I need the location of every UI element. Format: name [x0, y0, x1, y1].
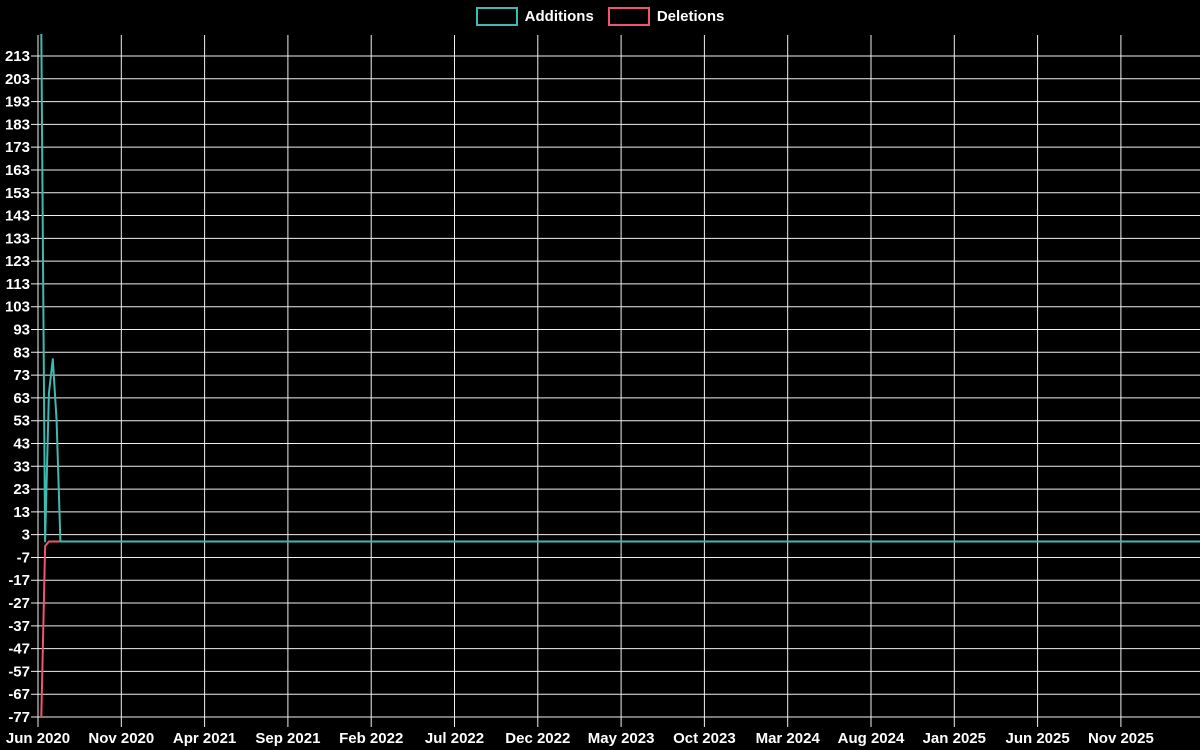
x-tick-label: Apr 2021 [173, 730, 236, 747]
y-tick-label: 193 [5, 94, 30, 111]
additions-swatch [475, 7, 518, 26]
deletions-swatch [607, 7, 650, 26]
y-tick-label: 153 [5, 185, 30, 202]
legend-item-deletions[interactable]: Deletions [607, 7, 725, 26]
y-tick-label: -57 [8, 663, 30, 680]
y-tick-label: -27 [8, 595, 30, 612]
y-tick-label: -77 [8, 709, 30, 726]
y-tick-label: 43 [13, 435, 30, 452]
y-tick-label: -67 [8, 686, 30, 703]
y-tick-label: 73 [13, 367, 30, 384]
y-tick-label: 93 [13, 322, 30, 339]
y-tick-label: 63 [13, 390, 30, 407]
legend-label-deletions: Deletions [656, 8, 725, 25]
x-tick-label: May 2023 [588, 730, 655, 747]
y-tick-label: -37 [8, 618, 30, 635]
y-tick-label: -17 [8, 572, 30, 589]
y-tick-label: 13 [13, 504, 30, 521]
y-tick-label: 173 [5, 139, 30, 156]
x-tick-label: Aug 2024 [838, 730, 905, 747]
legend-item-additions[interactable]: Additions [475, 7, 594, 26]
y-tick-label: 143 [5, 208, 30, 225]
y-tick-label: -47 [8, 641, 30, 658]
x-tick-label: Mar 2024 [756, 730, 821, 747]
y-tick-label: 133 [5, 230, 30, 247]
y-tick-label: -7 [17, 549, 30, 566]
chart-legend: Additions Deletions [0, 7, 1200, 26]
series-line-additions [40, 34, 1200, 543]
y-tick-label: 83 [13, 344, 30, 361]
legend-label-additions: Additions [524, 8, 594, 25]
x-tick-label: Sep 2021 [255, 730, 320, 747]
y-tick-label: 3 [22, 527, 30, 544]
x-tick-label: Nov 2025 [1088, 730, 1154, 747]
x-tick-label: Nov 2020 [88, 730, 154, 747]
y-tick-label: 213 [5, 48, 30, 65]
y-tick-label: 123 [5, 253, 30, 270]
y-tick-label: 113 [6, 276, 30, 293]
x-tick-label: Dec 2022 [505, 730, 570, 747]
x-tick-label: Oct 2023 [673, 730, 736, 747]
y-tick-label: 163 [5, 162, 30, 179]
y-tick-label: 183 [5, 116, 30, 133]
y-tick-label: 203 [5, 71, 30, 88]
y-tick-label: 53 [13, 413, 30, 430]
y-tick-label: 103 [5, 299, 30, 316]
x-tick-label: Jan 2025 [923, 730, 986, 747]
y-tick-label: 23 [13, 481, 30, 498]
x-tick-label: Jul 2022 [425, 730, 484, 747]
y-tick-label: 33 [13, 458, 30, 475]
x-tick-label: Feb 2022 [339, 730, 403, 747]
x-tick-label: Jun 2025 [1005, 730, 1069, 747]
x-tick-label: Jun 2020 [6, 730, 70, 747]
